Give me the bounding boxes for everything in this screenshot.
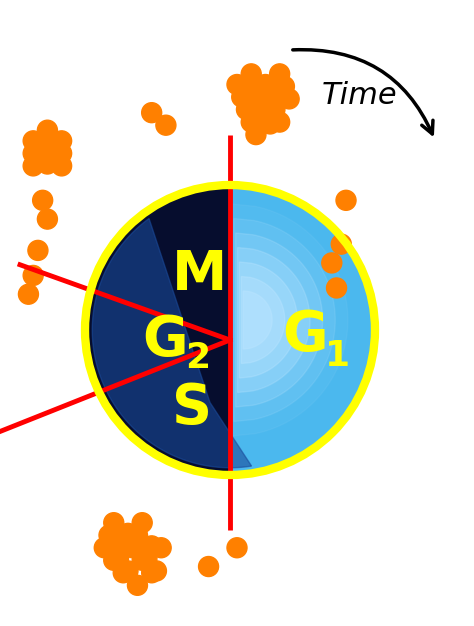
Polygon shape bbox=[239, 262, 297, 378]
Circle shape bbox=[37, 154, 57, 174]
Circle shape bbox=[37, 141, 57, 162]
Circle shape bbox=[52, 156, 72, 176]
Circle shape bbox=[270, 64, 290, 84]
Circle shape bbox=[99, 525, 119, 545]
Circle shape bbox=[199, 557, 219, 577]
Circle shape bbox=[151, 538, 171, 558]
Circle shape bbox=[23, 265, 43, 285]
Circle shape bbox=[260, 114, 280, 134]
Circle shape bbox=[336, 190, 356, 210]
Circle shape bbox=[260, 87, 280, 107]
Text: 1: 1 bbox=[326, 339, 351, 373]
Circle shape bbox=[37, 209, 57, 229]
Circle shape bbox=[52, 131, 72, 151]
Polygon shape bbox=[241, 277, 285, 364]
Circle shape bbox=[251, 89, 271, 109]
Circle shape bbox=[265, 100, 285, 120]
Polygon shape bbox=[85, 185, 230, 475]
Circle shape bbox=[255, 74, 275, 95]
Text: Time: Time bbox=[322, 81, 398, 110]
Polygon shape bbox=[230, 185, 375, 475]
Circle shape bbox=[113, 563, 133, 583]
Polygon shape bbox=[236, 233, 323, 407]
Circle shape bbox=[109, 548, 128, 568]
Circle shape bbox=[113, 536, 133, 556]
Circle shape bbox=[104, 550, 124, 570]
FancyArrowPatch shape bbox=[293, 49, 433, 134]
Circle shape bbox=[37, 133, 57, 153]
Text: M: M bbox=[173, 248, 228, 302]
Circle shape bbox=[52, 143, 72, 163]
Circle shape bbox=[132, 550, 152, 570]
Circle shape bbox=[232, 87, 252, 107]
Circle shape bbox=[274, 76, 294, 96]
Circle shape bbox=[227, 538, 247, 558]
Circle shape bbox=[241, 64, 261, 84]
Circle shape bbox=[23, 131, 43, 151]
Circle shape bbox=[23, 143, 43, 163]
Circle shape bbox=[18, 284, 38, 304]
Circle shape bbox=[94, 538, 114, 558]
Circle shape bbox=[331, 234, 351, 254]
Circle shape bbox=[137, 548, 157, 568]
Circle shape bbox=[37, 145, 57, 165]
Polygon shape bbox=[232, 204, 348, 436]
Polygon shape bbox=[92, 218, 252, 468]
Polygon shape bbox=[237, 247, 310, 393]
Circle shape bbox=[270, 112, 290, 132]
Circle shape bbox=[146, 561, 166, 581]
Circle shape bbox=[123, 538, 143, 558]
Circle shape bbox=[142, 563, 162, 583]
Circle shape bbox=[241, 112, 261, 132]
Text: S: S bbox=[172, 381, 212, 435]
Circle shape bbox=[327, 278, 346, 298]
Circle shape bbox=[28, 240, 48, 260]
Circle shape bbox=[118, 523, 138, 543]
Circle shape bbox=[279, 89, 299, 109]
Circle shape bbox=[128, 575, 147, 595]
Circle shape bbox=[23, 156, 43, 176]
Circle shape bbox=[33, 190, 53, 210]
Text: 2: 2 bbox=[185, 341, 210, 375]
Circle shape bbox=[255, 101, 275, 121]
Circle shape bbox=[118, 561, 138, 581]
Circle shape bbox=[237, 100, 256, 120]
Text: G: G bbox=[282, 308, 328, 362]
Circle shape bbox=[142, 536, 162, 556]
Circle shape bbox=[227, 74, 247, 95]
Circle shape bbox=[246, 125, 266, 145]
Polygon shape bbox=[234, 218, 335, 421]
Circle shape bbox=[132, 513, 152, 533]
Circle shape bbox=[156, 115, 176, 135]
Circle shape bbox=[128, 525, 147, 545]
Circle shape bbox=[322, 253, 342, 273]
Circle shape bbox=[142, 103, 162, 123]
Circle shape bbox=[37, 120, 57, 140]
Polygon shape bbox=[243, 291, 272, 349]
Text: G: G bbox=[142, 313, 188, 367]
Circle shape bbox=[104, 513, 124, 533]
Circle shape bbox=[246, 76, 266, 96]
